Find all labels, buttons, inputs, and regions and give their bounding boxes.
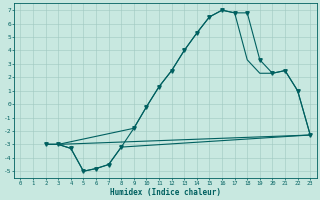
X-axis label: Humidex (Indice chaleur): Humidex (Indice chaleur) [110,188,221,197]
